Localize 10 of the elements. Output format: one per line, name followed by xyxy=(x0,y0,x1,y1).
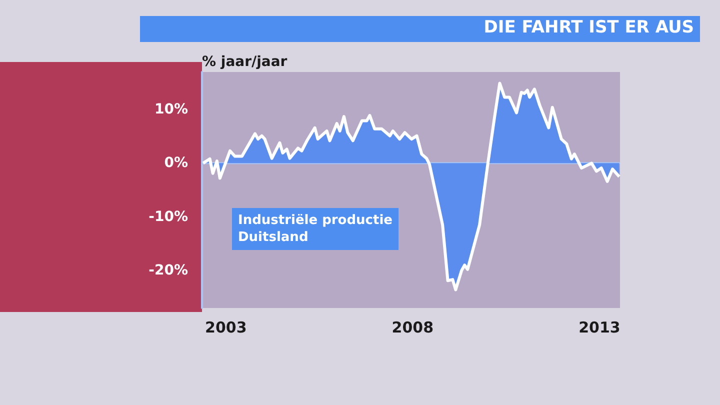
y-tick-label: 0% xyxy=(164,155,188,172)
x-tick-label: 2013 xyxy=(578,318,620,336)
y-tick-label: 10% xyxy=(154,102,188,118)
y-tick-label: -20% xyxy=(148,262,188,278)
y-tick-label: -10% xyxy=(148,208,188,225)
chart-title: DIE FAHRT IST ER AUS xyxy=(484,18,694,38)
annotation: Industriële productie Duitsland xyxy=(238,213,393,245)
y-axis-title: % jaar/jaar xyxy=(202,54,288,70)
x-tick-label: 2008 xyxy=(392,318,434,336)
x-tick-label: 2003 xyxy=(205,318,247,336)
